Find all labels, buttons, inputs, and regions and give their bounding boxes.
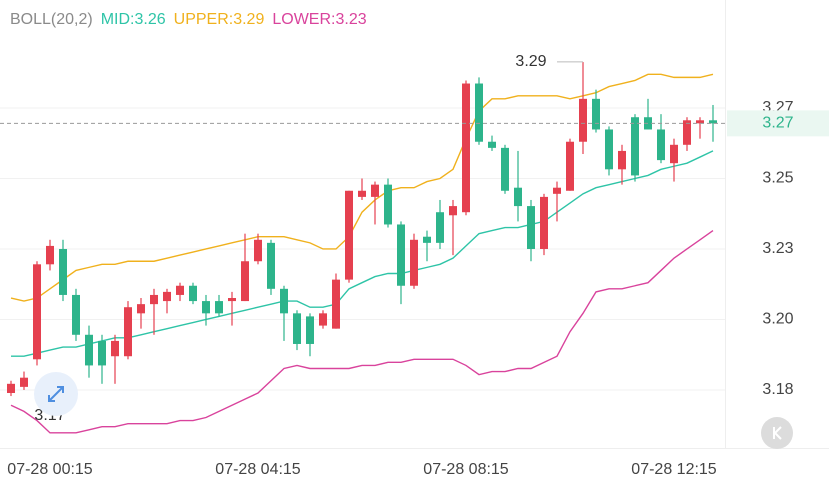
indicator-label: BOLL(20,2) <box>10 11 93 28</box>
x-tick-label: 07-28 08:15 <box>423 461 509 478</box>
candle-body <box>696 120 704 124</box>
candle-body <box>332 279 340 329</box>
candle-body <box>709 120 717 124</box>
y-tick-label: 3.20 <box>762 311 793 328</box>
candle-body <box>163 291 171 302</box>
band-line <box>10 230 714 434</box>
candle-body <box>228 298 236 302</box>
candle-body <box>72 294 80 335</box>
legend-entry: MID:3.26 <box>101 11 166 28</box>
candle-body <box>423 236 431 243</box>
last-price-label: 3.27 <box>762 115 793 132</box>
candle-body <box>488 141 496 148</box>
candle-body <box>592 98 600 130</box>
candles <box>7 62 717 397</box>
candle-body <box>501 147 509 191</box>
candle-body <box>631 117 639 176</box>
candle-body <box>475 83 483 142</box>
candle-body <box>189 285 197 302</box>
candle-body <box>605 129 613 170</box>
candle-body <box>514 187 522 207</box>
candle-body <box>319 313 327 326</box>
candle-body <box>202 301 210 314</box>
candle-body <box>527 206 535 249</box>
candle-body <box>280 288 288 314</box>
candle-body <box>397 224 405 286</box>
legend-entry: LOWER:3.23 <box>272 11 366 28</box>
candle-body <box>59 248 67 295</box>
candle-body <box>215 301 223 314</box>
candle-body <box>566 141 574 191</box>
candle-body <box>267 242 275 289</box>
candle-body <box>293 313 301 344</box>
candle-body <box>358 190 366 197</box>
candle-body <box>371 184 379 197</box>
candle-body <box>137 304 145 314</box>
candle-body <box>306 316 314 344</box>
candle-body <box>683 120 691 145</box>
candle-body <box>553 187 561 194</box>
candle-body <box>241 261 249 302</box>
candle-body <box>345 190 353 280</box>
candle-body <box>540 196 548 249</box>
last-price-box <box>727 110 829 137</box>
bands <box>10 73 714 434</box>
candle-body <box>150 294 158 305</box>
candle-body <box>98 340 106 366</box>
legend-entry: UPPER:3.29 <box>174 11 265 28</box>
legend: BOLL(20,2) MID:3.26 UPPER:3.29 LOWER:3.23 <box>10 11 367 28</box>
expand-icon <box>48 386 64 402</box>
candle-body <box>670 144 678 164</box>
candle-body <box>176 285 184 295</box>
candle-body <box>111 340 119 357</box>
candle-body <box>46 245 54 265</box>
y-tick-label: 3.23 <box>762 240 793 257</box>
overlay: 3.273.293.17 <box>0 53 829 424</box>
candle-body <box>33 264 41 360</box>
candle-body <box>436 212 444 243</box>
high-label: 3.29 <box>515 53 546 70</box>
back-button[interactable] <box>761 417 793 449</box>
candle-body <box>618 150 626 170</box>
candle-body <box>462 83 470 213</box>
candle-body <box>20 377 28 387</box>
back-icon <box>773 426 782 440</box>
x-tick-label: 07-28 04:15 <box>215 461 301 478</box>
y-tick-label: 3.18 <box>762 381 793 398</box>
candle-body <box>254 239 262 262</box>
candle-body <box>410 239 418 286</box>
x-tick-label: 07-28 00:15 <box>7 461 93 478</box>
candle-body <box>657 129 665 161</box>
candle-body <box>449 206 457 216</box>
candle-body <box>85 334 93 366</box>
candle-body <box>7 383 15 394</box>
candle-body <box>579 98 587 142</box>
x-tick-label: 07-28 12:15 <box>631 461 717 478</box>
candle-body <box>124 307 132 357</box>
candle-body <box>384 184 392 225</box>
y-tick-label: 3.25 <box>762 170 793 187</box>
